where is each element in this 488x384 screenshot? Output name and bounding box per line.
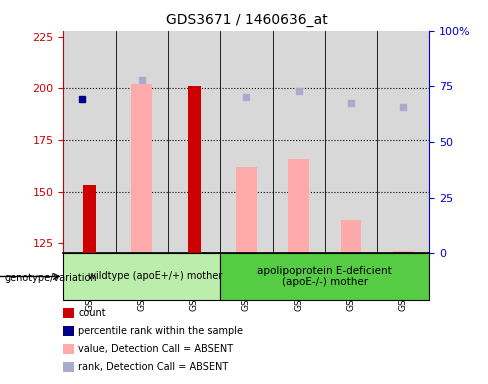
Bar [63,253,220,300]
Bar [325,31,377,253]
Title: GDS3671 / 1460636_at: GDS3671 / 1460636_at [165,13,327,27]
Bar [63,31,116,253]
Bar [377,31,429,253]
Text: genotype/variation: genotype/variation [5,273,98,283]
Bar [288,159,309,253]
Bar [168,31,220,253]
Text: value, Detection Call = ABSENT: value, Detection Call = ABSENT [78,344,233,354]
Text: wildtype (apoE+/+) mother: wildtype (apoE+/+) mother [88,271,222,281]
Bar [393,252,414,253]
Bar [187,86,201,253]
Text: percentile rank within the sample: percentile rank within the sample [78,326,243,336]
Bar [83,185,96,253]
Bar [220,31,273,253]
Bar [273,31,325,253]
Bar [236,167,257,253]
Bar [341,220,362,253]
Bar [116,31,168,253]
Text: rank, Detection Call = ABSENT: rank, Detection Call = ABSENT [78,362,228,372]
Text: apolipoprotein E-deficient
(apoE-/-) mother: apolipoprotein E-deficient (apoE-/-) mot… [258,266,392,287]
Bar [220,253,429,300]
Bar [131,84,152,253]
Text: count: count [78,308,106,318]
